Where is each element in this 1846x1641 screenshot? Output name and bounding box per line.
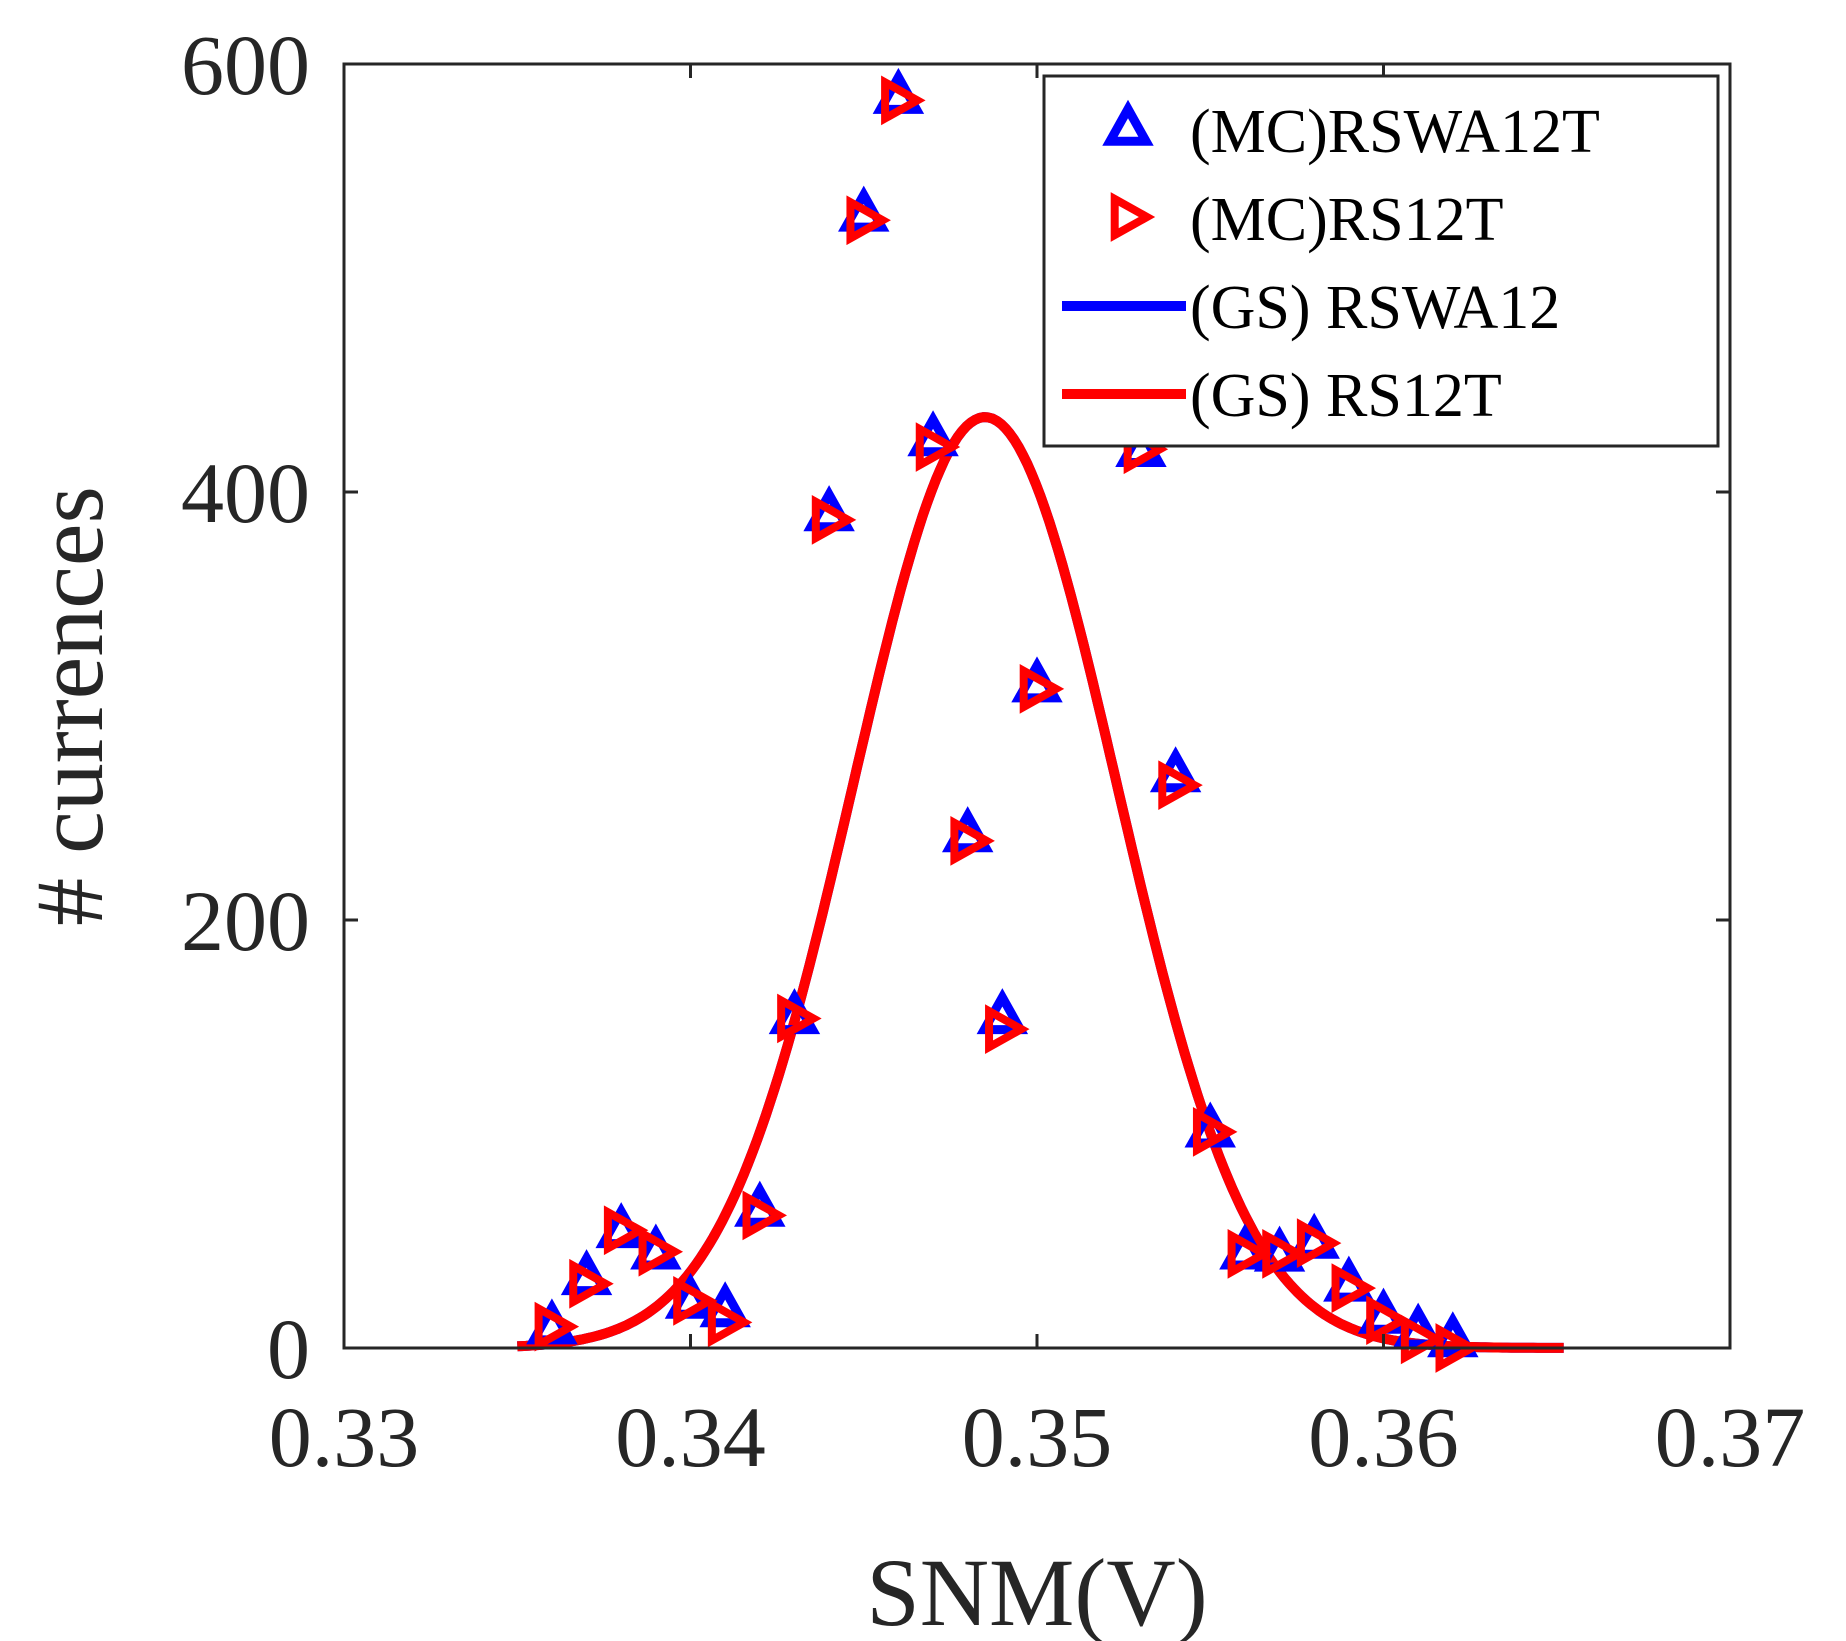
x-tick-label: 0.37 bbox=[1655, 1389, 1806, 1485]
marker-mc-rs12t bbox=[742, 1190, 787, 1241]
y-tick-label: 200 bbox=[181, 873, 310, 969]
marker-mc-rs12t bbox=[1331, 1263, 1377, 1313]
marker-mc-rs12t bbox=[638, 1226, 684, 1277]
legend-label-mc-rswa12t: (MC)RSWA12T bbox=[1190, 98, 1600, 166]
legend-label-gs-rswa12: (GS) RSWA12 bbox=[1190, 274, 1560, 342]
marker-mc-rs12t bbox=[1227, 1228, 1273, 1279]
legend-label-gs-rs12t: (GS) RS12T bbox=[1190, 362, 1502, 430]
marker-mc-rs12t bbox=[1296, 1218, 1342, 1269]
y-tick-label: 0 bbox=[267, 1301, 310, 1397]
marker-mc-rs12t bbox=[1158, 760, 1203, 811]
axis-ticks: 0.33 0.34 0.35 0.36 0.37 0 200 400 600 bbox=[181, 17, 1805, 1485]
marker-mc-rs12t bbox=[603, 1205, 649, 1256]
x-axis-title: SNM(V) bbox=[866, 1539, 1207, 1641]
marker-mc-rs12t bbox=[915, 422, 961, 472]
x-tick-label: 0.36 bbox=[1308, 1389, 1459, 1485]
y-axis-title: # currences bbox=[16, 486, 123, 926]
marker-mc-rs12t bbox=[673, 1276, 718, 1326]
y-tick-label: 400 bbox=[181, 445, 310, 541]
marker-mc-rs12t bbox=[846, 195, 891, 246]
marker-mc-rs12t bbox=[950, 815, 995, 866]
x-tick-label: 0.35 bbox=[962, 1389, 1113, 1485]
y-tick-label: 600 bbox=[181, 17, 310, 113]
marker-mc-rs12t bbox=[1019, 664, 1065, 714]
marker-mc-rs12t bbox=[534, 1301, 580, 1352]
marker-mc-rs12t bbox=[881, 75, 926, 126]
legend-box bbox=[1042, 74, 1720, 448]
marker-mc-rs12t bbox=[569, 1258, 614, 1309]
x-tick-label: 0.33 bbox=[269, 1389, 420, 1485]
data-markers bbox=[526, 67, 1480, 1373]
x-tick-label: 0.34 bbox=[615, 1389, 766, 1485]
marker-mc-rs12t bbox=[777, 993, 822, 1044]
gaussian-curves bbox=[516, 412, 1565, 1353]
legend-symbol-mc-rs12t bbox=[1110, 192, 1156, 242]
marker-mc-rs12t bbox=[811, 494, 857, 545]
legend-label-mc-rs12t: (MC)RS12T bbox=[1190, 186, 1503, 254]
marker-mc-rs12t bbox=[985, 1004, 1030, 1055]
marker-mc-rs12t bbox=[1366, 1295, 1411, 1346]
gaussian-line-1 bbox=[516, 412, 1565, 1353]
marker-mc-rs12t bbox=[1262, 1228, 1307, 1279]
legend-symbol-mc-rswa12t bbox=[1102, 99, 1154, 146]
marker-mc-rs12t bbox=[1192, 1106, 1238, 1157]
marker-mc-rs12t bbox=[707, 1297, 753, 1348]
legend-symbols bbox=[1062, 99, 1186, 399]
legend: (MC)RSWA12T (MC)RS12T (GS) RSWA12 (GS) R… bbox=[1042, 74, 1720, 448]
